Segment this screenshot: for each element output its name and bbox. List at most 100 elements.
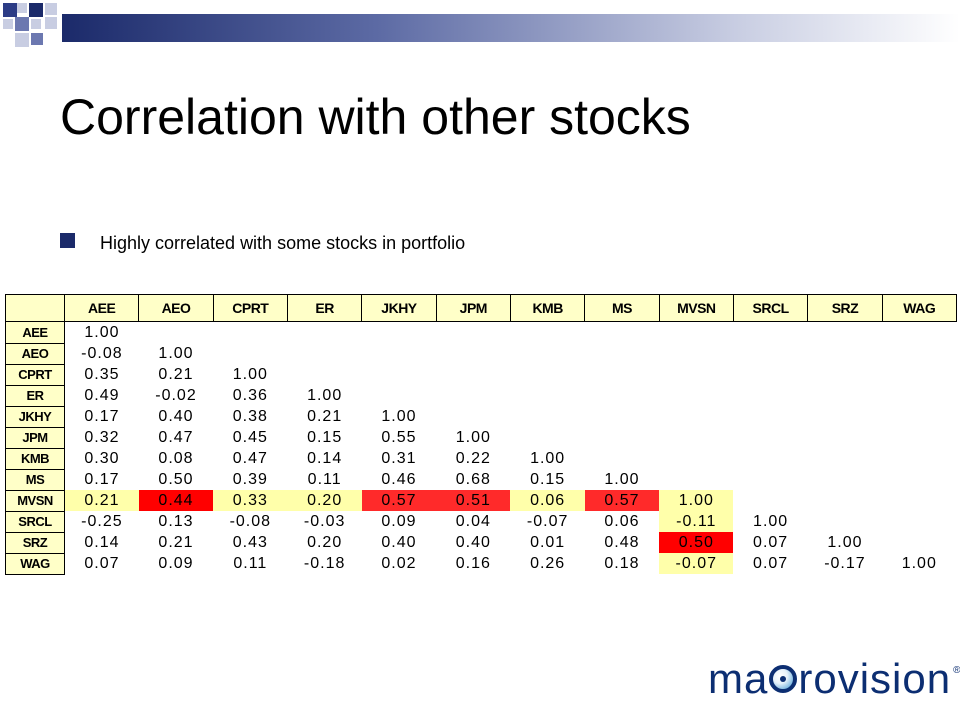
table-row: JKHY 0.17 0.40 0.38 0.21 1.00 <box>5 405 957 428</box>
table-row: SRCL -0.25 0.13 -0.08 -0.03 0.09 0.04 -0… <box>5 510 957 533</box>
table-row: KMB 0.30 0.08 0.47 0.14 0.31 0.22 1.00 <box>5 447 957 470</box>
row-header: JKHY <box>5 405 65 428</box>
deco-square <box>31 33 43 45</box>
column-header: AEO <box>138 294 214 322</box>
table-cell: 0.47 <box>232 449 268 467</box>
table-cell: 0.48 <box>604 533 640 551</box>
table-cell: 0.47 <box>158 428 194 446</box>
column-header: MVSN <box>658 294 734 322</box>
registered-mark: ® <box>953 664 960 676</box>
table-cell: 0.49 <box>84 386 120 404</box>
table-cell: 0.21 <box>158 533 194 551</box>
table-cell: 0.68 <box>455 470 491 488</box>
table-cell: 0.11 <box>233 554 268 572</box>
table-row: JPM 0.32 0.47 0.45 0.15 0.55 1.00 <box>5 426 957 449</box>
table-cell: 0.55 <box>381 428 417 446</box>
table-cell: 0.32 <box>84 428 120 446</box>
table-cell: 1.00 <box>659 490 734 511</box>
deco-square <box>15 17 29 31</box>
table-cell: 1.00 <box>158 344 194 362</box>
table-cell: 1.00 <box>604 470 640 488</box>
table-cell: 0.09 <box>158 554 194 572</box>
column-header: ER <box>286 294 363 322</box>
table-row: MS 0.17 0.50 0.39 0.11 0.46 0.68 0.15 1.… <box>5 468 957 491</box>
row-header: WAG <box>5 552 65 575</box>
table-cell: 1.00 <box>232 365 268 383</box>
table-cell: 0.14 <box>84 533 120 551</box>
table-cell: 1.00 <box>307 386 343 404</box>
table-cell: 1.00 <box>455 428 491 446</box>
column-header: SRCL <box>732 294 809 322</box>
row-header: KMB <box>5 447 65 470</box>
table-cell: 1.00 <box>901 554 937 572</box>
corner-cell <box>5 294 65 322</box>
deco-square <box>15 33 29 47</box>
table-cell-high: 0.51 <box>436 490 511 511</box>
column-header: JPM <box>435 294 511 322</box>
table-cell: 0.38 <box>232 407 268 425</box>
table-cell: 0.35 <box>84 365 120 383</box>
table-cell: -0.08 <box>81 344 123 362</box>
table-cell: 1.00 <box>530 449 566 467</box>
row-header: MS <box>5 468 65 491</box>
table-cell: 0.40 <box>455 533 491 551</box>
logo-disc-icon <box>769 665 798 693</box>
bullet-square-icon <box>60 233 75 248</box>
row-header: ER <box>5 384 65 407</box>
table-cell: 0.15 <box>530 470 566 488</box>
table-cell: 0.02 <box>381 554 417 572</box>
table-cell: 0.04 <box>455 512 491 530</box>
table-cell: 0.06 <box>604 512 640 530</box>
table-row: ER 0.49 -0.02 0.36 1.00 <box>5 384 957 407</box>
deco-square <box>45 17 57 29</box>
table-cell: -0.18 <box>303 554 346 572</box>
table-cell: 0.31 <box>381 449 417 467</box>
table-cell: 0.21 <box>158 365 194 383</box>
table-cell: 1.00 <box>827 533 863 551</box>
row-header: MVSN <box>5 489 65 512</box>
table-cell: 0.07 <box>84 554 120 572</box>
column-header: MS <box>584 294 660 322</box>
table-cell: 0.16 <box>455 554 491 572</box>
table-cell: 0.50 <box>158 470 194 488</box>
table-cell: 0.17 <box>84 470 120 488</box>
table-cell: 0.26 <box>530 554 566 572</box>
table-cell: -0.25 <box>81 512 123 530</box>
table-cell: 0.36 <box>232 386 268 404</box>
deco-square <box>31 19 41 29</box>
table-cell: 0.08 <box>158 449 194 467</box>
table-cell: 0.40 <box>158 407 194 425</box>
table-row-highlighted: MVSN 0.21 0.44 0.33 0.20 0.57 0.51 0.06 … <box>5 489 957 512</box>
table-cell: 0.20 <box>307 533 343 551</box>
table-cell: -0.11 <box>659 511 734 532</box>
table-cell: -0.07 <box>526 512 569 530</box>
row-header: CPRT <box>5 363 65 386</box>
deco-square <box>29 3 43 17</box>
company-logo: ma rovision ® <box>708 655 960 703</box>
table-cell: 0.15 <box>307 428 343 446</box>
table-cell: 1.00 <box>753 512 789 530</box>
table-cell-high: 0.57 <box>361 490 437 511</box>
table-cell: -0.17 <box>824 554 866 572</box>
table-cell: 0.22 <box>455 449 491 467</box>
header-band <box>62 14 960 42</box>
table-cell: 0.09 <box>381 512 417 530</box>
deco-square <box>3 19 13 29</box>
table-cell: 0.07 <box>753 554 789 572</box>
table-cell: 0.30 <box>84 449 120 467</box>
row-header: JPM <box>5 426 65 449</box>
table-row: CPRT 0.35 0.21 1.00 <box>5 363 957 386</box>
table-cell: 0.13 <box>158 512 194 530</box>
table-row: SRZ 0.14 0.21 0.43 0.20 0.40 0.40 0.01 0… <box>5 531 957 554</box>
table-cell: 0.18 <box>604 554 640 572</box>
row-header: SRCL <box>5 510 65 533</box>
table-cell: 0.17 <box>84 407 120 425</box>
logo-text-start: ma <box>708 655 769 702</box>
table-cell: 0.06 <box>510 490 585 511</box>
deco-square <box>45 3 57 15</box>
row-header: AEO <box>5 342 65 365</box>
logo-text-end: rovision <box>798 655 952 702</box>
table-cell-high: 0.50 <box>659 532 734 553</box>
row-header: SRZ <box>5 531 65 554</box>
column-header: KMB <box>509 294 586 322</box>
